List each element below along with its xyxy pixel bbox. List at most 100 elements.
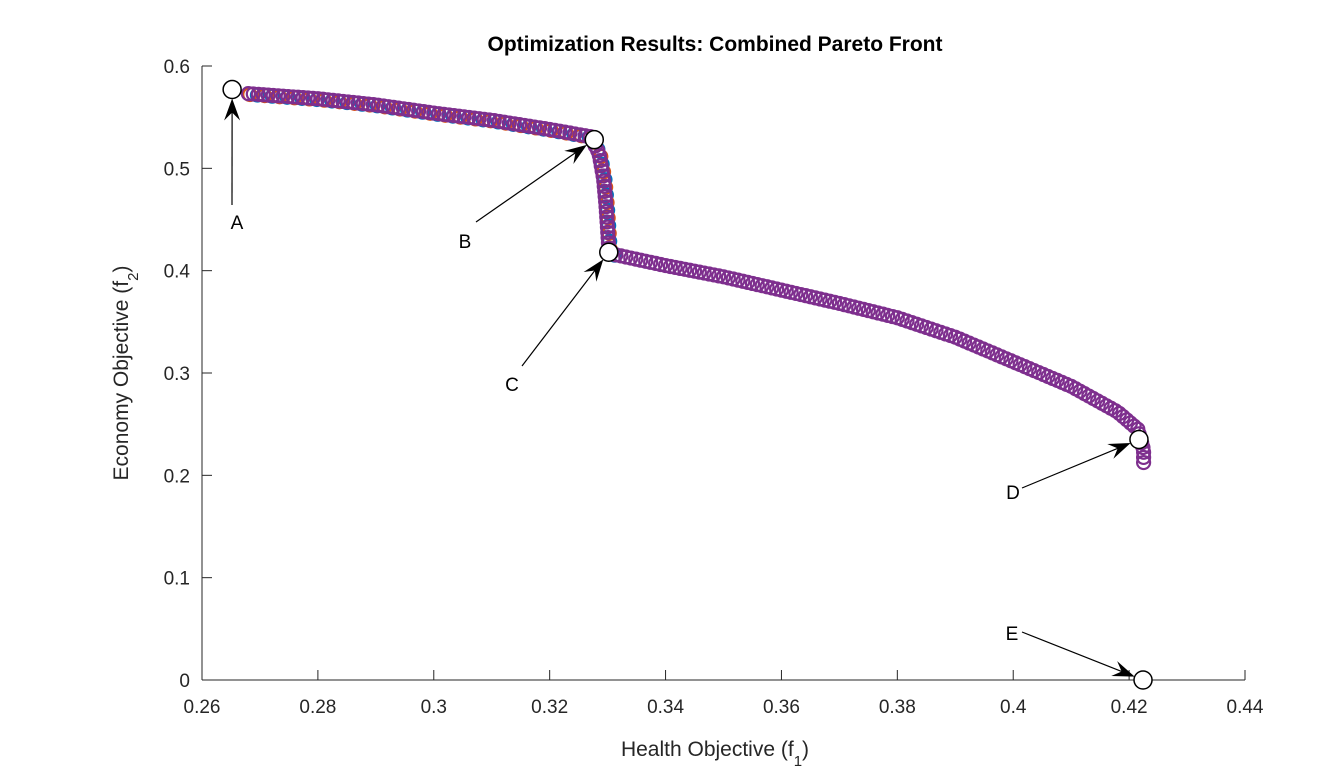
data-point (600, 224, 616, 240)
x-tick-label: 0.28 (299, 697, 336, 718)
annotation-point-a (222, 79, 242, 100)
data-point (360, 96, 376, 112)
data-point (481, 112, 497, 128)
annotation-arrow (521, 266, 598, 367)
data-point (280, 88, 296, 105)
annotation-arrow (1021, 446, 1122, 489)
annotation-arrow (475, 150, 580, 223)
data-point (521, 118, 538, 134)
annotation-arrow (1021, 631, 1126, 674)
axes: 0.26 0.28 0.3 0.32 0.34 0.36 0.38 0.4 0.42 0.44 0 0… (164, 57, 1264, 718)
data-point (476, 111, 492, 127)
data-point (421, 104, 437, 120)
data-point (456, 109, 472, 125)
data-marks (240, 86, 1152, 471)
arrowhead-icon (1107, 442, 1131, 459)
data-point (290, 89, 306, 105)
annotation-label: C (505, 375, 519, 396)
data-point (506, 116, 522, 132)
data-point (385, 99, 402, 115)
data-point (270, 88, 286, 104)
data-point (598, 199, 614, 215)
annotation-point-e (1133, 670, 1153, 690)
data-point (426, 105, 442, 121)
data-point (598, 193, 614, 210)
data-point (365, 97, 381, 113)
data-point (436, 106, 452, 122)
annotations: A B C D E (222, 79, 1153, 690)
x-tick-label: 0.3 (421, 697, 447, 718)
data-point (491, 113, 507, 130)
data-point (300, 90, 316, 106)
annotation-label: D (1006, 483, 1020, 504)
data-point (315, 91, 331, 107)
y-tick-label: 0.4 (164, 262, 191, 283)
data-point (511, 117, 528, 133)
data-point (486, 113, 502, 129)
data-point (350, 95, 366, 111)
data-point (526, 119, 543, 135)
data-point (310, 91, 326, 107)
y-tick-label: 0.1 (164, 569, 190, 590)
x-tick-label: 0.36 (763, 697, 800, 718)
y-tick-label: 0 (179, 671, 190, 692)
x-axis-label: Health Objective (f1) (621, 738, 809, 770)
annotation-label: E (1006, 624, 1019, 645)
data-point (597, 188, 613, 205)
data-point (380, 99, 397, 115)
data-point (255, 87, 271, 103)
arrowhead-icon (224, 98, 241, 121)
data-point (355, 95, 371, 112)
data-point (411, 103, 427, 119)
y-tick-label: 0.2 (164, 466, 190, 487)
data-point (599, 214, 615, 230)
data-point (599, 209, 615, 225)
data-point (390, 100, 407, 116)
data-point (320, 92, 336, 108)
data-point (370, 97, 386, 113)
annotation-point-c (599, 242, 619, 262)
data-point (240, 86, 256, 102)
y-tick-label: 0.3 (164, 364, 190, 385)
data-point (260, 87, 276, 103)
data-point (340, 94, 356, 110)
x-tick-label: 0.32 (531, 697, 568, 718)
data-point (345, 94, 361, 111)
data-point (596, 173, 612, 189)
data-point (451, 108, 467, 124)
data-point (406, 102, 422, 118)
data-point (531, 120, 548, 136)
arrowhead-icon (564, 144, 587, 164)
data-point (471, 111, 487, 127)
arrowhead-icon (1111, 661, 1135, 677)
data-point (330, 93, 346, 109)
data-point (295, 90, 311, 106)
data-point (285, 89, 301, 105)
data-point (275, 88, 291, 104)
data-point (1135, 454, 1152, 471)
data-point (250, 86, 266, 102)
data-point (598, 204, 614, 220)
data-point (325, 92, 341, 108)
data-point (461, 109, 477, 126)
data-point (265, 87, 281, 104)
annotation-point-b (584, 129, 605, 150)
x-tick-label: 0.34 (647, 697, 684, 718)
data-point (537, 121, 553, 137)
x-tick-label: 0.44 (1227, 697, 1264, 718)
data-point (375, 98, 391, 114)
x-tick-label: 0.4 (1000, 697, 1027, 718)
data-point (597, 183, 613, 199)
data-point (395, 101, 412, 117)
y-tick-label: 0.6 (164, 57, 190, 78)
y-tick-label: 0.5 (164, 159, 190, 180)
data-point (305, 90, 321, 106)
x-tick-label: 0.42 (1111, 697, 1148, 718)
annotation-label: B (459, 232, 472, 253)
arrowhead-icon (583, 259, 604, 282)
data-point (466, 110, 482, 126)
data-point (595, 168, 611, 184)
data-point (245, 86, 261, 102)
annotation-label: A (231, 213, 244, 234)
